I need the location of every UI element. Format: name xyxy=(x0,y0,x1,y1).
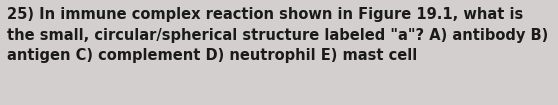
Text: 25) In immune complex reaction shown in Figure 19.1, what is
the small, circular: 25) In immune complex reaction shown in … xyxy=(7,7,549,63)
